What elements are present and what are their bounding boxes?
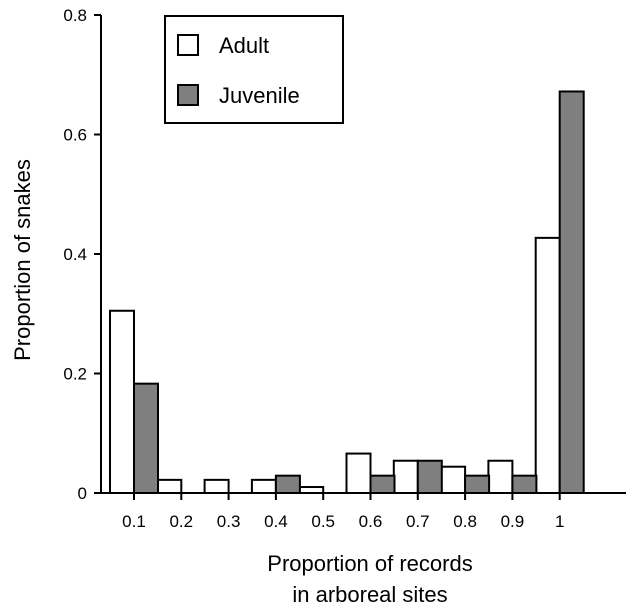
y-tick-label-0.2: 0.2: [63, 365, 87, 384]
y-tick-label-0: 0: [78, 484, 87, 503]
bar-juvenile-1: [558, 90, 585, 494]
x-tick-label-0.8: 0.8: [453, 512, 477, 531]
x-tick-label-0.6: 0.6: [359, 512, 383, 531]
legend-label-juvenile: Juvenile: [219, 83, 300, 108]
bar-adult-0.9: [487, 459, 514, 494]
bar-adult-0.6: [345, 452, 372, 495]
y-tick-label-0.4: 0.4: [63, 245, 87, 264]
bar-adult-0.4: [250, 478, 277, 495]
bar-juvenile-0.1: [133, 382, 159, 494]
y-tick-label-0.8: 0.8: [63, 6, 87, 25]
bar-juvenile-0.8: [464, 474, 491, 494]
bar-juvenile-0.9: [511, 474, 538, 494]
x-tick-label-1: 1: [555, 512, 564, 531]
legend-swatch-juvenile: [177, 84, 199, 106]
bar-adult-0.1: [109, 309, 135, 495]
x-axis-title-line-2: in arboreal sites: [292, 582, 447, 607]
bar-adult-0.8: [440, 465, 467, 494]
bar-adult-0.2: [156, 478, 183, 495]
x-tick-label-0.4: 0.4: [264, 512, 288, 531]
x-tick-label-0.2: 0.2: [169, 512, 193, 531]
bar-adult-1: [534, 236, 561, 494]
bar-juvenile-0.4: [274, 474, 301, 494]
legend-swatch-adult: [177, 34, 199, 56]
x-tick-label-0.3: 0.3: [217, 512, 241, 531]
x-tick-label-0.9: 0.9: [501, 512, 525, 531]
legend: Adult Juvenile: [164, 15, 344, 124]
x-tick-label-0.7: 0.7: [406, 512, 430, 531]
y-ticks-group: 0 0.2 0.4 0.6 0.8: [63, 6, 101, 503]
y-tick-label-0.6: 0.6: [63, 126, 87, 145]
bar-juvenile-0.6: [369, 474, 396, 494]
x-tick-label-0.1: 0.1: [122, 512, 146, 531]
y-axis-title: Proportion of snakes: [10, 159, 35, 361]
x-tick-label-0.5: 0.5: [311, 512, 335, 531]
bars-group: [109, 90, 585, 495]
bar-adult-0.3: [203, 478, 230, 495]
x-axis-title-line-1: Proportion of records: [267, 551, 472, 576]
bar-adult-0.7: [392, 459, 419, 494]
x-ticks-group: 0.1 0.2 0.3 0.4 0.5 0.6 0.7 0.8 0.9 1: [122, 493, 564, 531]
bar-juvenile-0.7: [416, 459, 443, 494]
legend-label-adult: Adult: [219, 33, 269, 58]
